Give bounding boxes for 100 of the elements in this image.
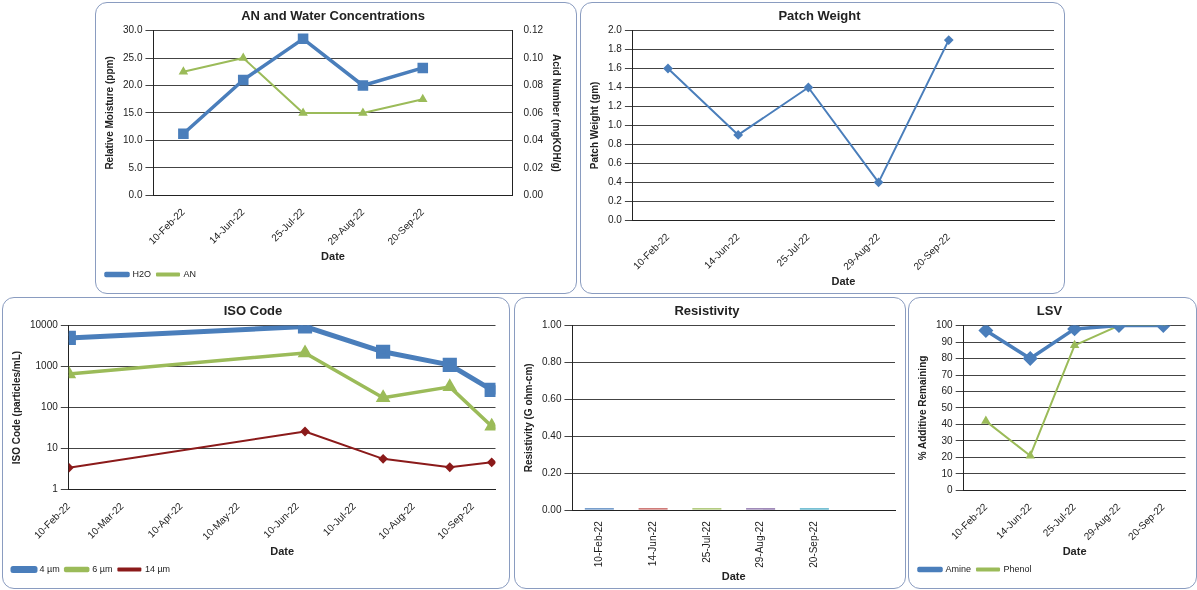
y-tick-label: 10000 [30, 319, 59, 331]
point [298, 346, 312, 358]
chart-title: ISO Code [223, 303, 283, 319]
point [297, 33, 309, 45]
y-tick-label: 1 [52, 483, 59, 495]
y-tick-label: 0.8 [608, 138, 623, 150]
y-tick-label: 80 [941, 352, 954, 364]
y-tick-label: 20 [941, 451, 954, 463]
y-tick-label: 1.2 [608, 100, 623, 112]
point [1023, 351, 1037, 366]
y2-tick-label: 0.10 [523, 51, 544, 63]
y-axis-title: Resistivity (G ohm-cm) [522, 363, 534, 473]
y-tick-label: 100 [41, 401, 59, 413]
legend-label: AN [183, 268, 197, 279]
legend-label: Phenol [1003, 563, 1032, 574]
point [663, 64, 673, 74]
point [237, 74, 249, 86]
legend-label: H2O [132, 268, 152, 279]
point [487, 457, 496, 467]
y-tick-label: 10 [46, 442, 59, 454]
x-tick-label: 20-Sep-22 [808, 520, 820, 568]
x-axis-title: Date [831, 275, 856, 288]
y-tick-label: 70 [941, 368, 954, 380]
y-tick-label: 90 [941, 335, 954, 347]
y-tick-label: 30.0 [122, 24, 143, 36]
point [445, 462, 455, 472]
legend-label: 4 µm [39, 563, 60, 574]
point [299, 108, 308, 116]
y-tick-label: 20.0 [122, 79, 143, 91]
y-tick-label: 40 [941, 418, 954, 430]
point [733, 130, 743, 140]
chart-title: Patch Weight [778, 8, 862, 24]
point [1067, 325, 1082, 336]
y-tick-label: 1.8 [608, 43, 623, 55]
y-tick-label: 25.0 [122, 51, 143, 63]
y2-tick-label: 0.02 [523, 161, 544, 173]
x-axis-title: Date [321, 250, 345, 263]
point [300, 427, 310, 437]
point [179, 67, 188, 75]
y-tick-label: 0.60 [541, 393, 562, 405]
x-tick-label: 10-Feb-22 [593, 520, 605, 568]
x-axis-title: Date [1062, 545, 1087, 558]
point [981, 416, 990, 424]
y-tick-label: 1000 [35, 360, 59, 372]
y2-tick-label: 0.04 [523, 134, 544, 146]
y-tick-label: 15.0 [122, 106, 143, 118]
point [484, 382, 496, 397]
y-tick-label: 0.4 [608, 176, 623, 188]
y-tick-label: 0 [947, 484, 954, 496]
y-tick-label: 2.0 [608, 24, 623, 36]
y-tick-label: 10.0 [122, 134, 143, 146]
chart-title: AN and Water Concentrations [241, 8, 425, 24]
y-tick-label: 1.6 [608, 62, 623, 74]
y-tick-label: 50 [941, 401, 954, 413]
y-tick-label: 100 [936, 319, 954, 331]
legend-label: 14 µm [144, 563, 171, 574]
y2-tick-label: 0.00 [523, 189, 544, 201]
x-axis-title: Date [721, 570, 746, 583]
point [417, 62, 429, 74]
point [418, 94, 427, 102]
x-tick-label: 14-Jun-22 [646, 520, 658, 567]
y-tick-label: 0.80 [541, 356, 562, 368]
y-axis-title: ISO Code (particles/mL) [10, 350, 22, 465]
point [178, 128, 189, 140]
legend-label: 6 µm [92, 563, 113, 574]
y-tick-label: 1.4 [608, 81, 623, 93]
point [874, 177, 884, 187]
y2-tick-label: 0.08 [523, 79, 544, 91]
x-axis-title: Date [270, 545, 295, 558]
y-tick-label: 0.2 [608, 195, 623, 207]
y-tick-label: 1.0 [608, 119, 623, 131]
x-tick-label: 25-Jul-22 [700, 520, 712, 563]
y-tick-label: 0.6 [608, 157, 623, 169]
legend-label: Amine [945, 563, 972, 574]
y2-tick-label: 0.06 [523, 106, 544, 118]
point [442, 357, 457, 372]
point [803, 83, 813, 93]
point [378, 454, 388, 464]
y-tick-label: 0.0 [128, 189, 143, 201]
y2-axis-title: Acid Number (mgKOH/g) [551, 54, 563, 172]
y-tick-label: 0.00 [541, 503, 562, 515]
point [979, 325, 993, 338]
y-axis-title: % Additive Remaining [916, 355, 928, 461]
y-tick-label: 0.0 [608, 214, 623, 226]
y-tick-label: 60 [941, 385, 954, 397]
y-axis-title: Patch Weight (gm) [588, 81, 600, 170]
point [357, 80, 369, 91]
y-tick-label: 5.0 [128, 161, 143, 173]
point [1026, 451, 1035, 459]
y-tick-label: 30 [941, 434, 954, 446]
x-tick-label: 29-Aug-22 [754, 520, 766, 568]
point [944, 35, 954, 45]
y-tick-label: 1.00 [541, 319, 562, 331]
point [239, 53, 248, 61]
y-tick-label: 10 [941, 467, 954, 479]
y-tick-label: 0.40 [541, 430, 562, 442]
chart-title: LSV [1036, 303, 1063, 319]
y-axis-title: Relative Moisture (ppm) [103, 56, 115, 170]
y2-tick-label: 0.12 [523, 24, 544, 36]
point [358, 108, 367, 116]
